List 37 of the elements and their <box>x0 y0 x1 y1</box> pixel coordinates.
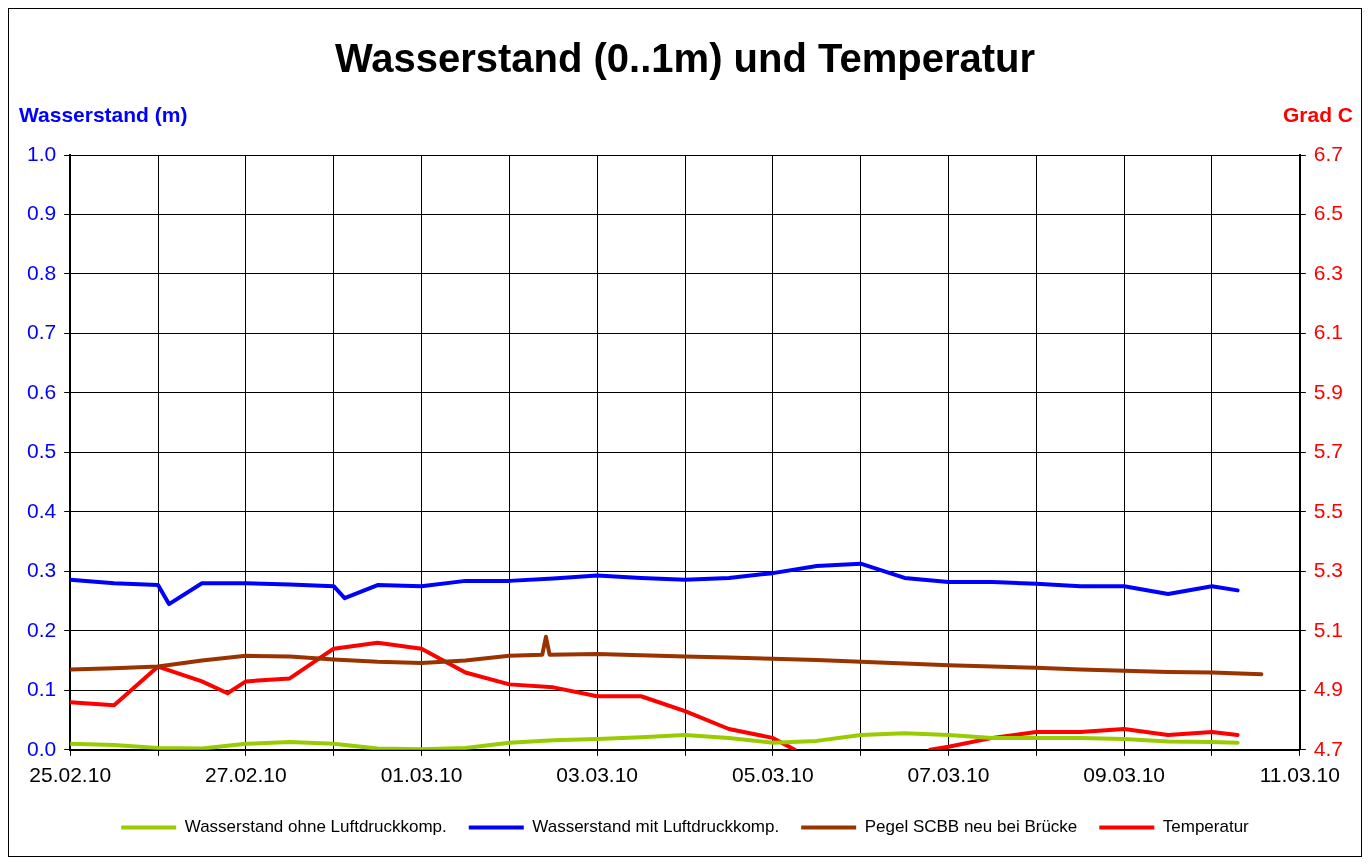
y2-tick-label: 5.5 <box>1313 498 1344 522</box>
legend-label: Wasserstand ohne Luftdruckkomp. <box>184 817 447 837</box>
y2-tick-label: 5.7 <box>1313 439 1344 463</box>
y2-tick-label: 5.9 <box>1313 379 1344 403</box>
y2-axis-title: Grad C <box>1282 103 1353 127</box>
y2-tick-label: 4.7 <box>1313 736 1344 760</box>
x-tick-label: 11.03.10 <box>1259 763 1340 787</box>
x-tick-label: 03.03.10 <box>556 763 639 787</box>
y2-tick-label: 6.3 <box>1313 260 1344 284</box>
y2-tick-label: 4.9 <box>1313 677 1344 701</box>
y-tick-label: 1.0 <box>26 141 57 165</box>
x-tick-label: 05.03.10 <box>731 763 814 787</box>
legend-label: Wasserstand mit Luftdruckkomp. <box>532 817 780 837</box>
y-tick-label: 0.1 <box>26 677 57 701</box>
x-tick-label: 25.02.10 <box>29 763 112 787</box>
x-tick-label: 09.03.10 <box>1083 763 1166 787</box>
y-tick-label: 0.5 <box>26 439 57 463</box>
y2-tick-label: 6.5 <box>1313 201 1344 225</box>
y2-tick-label: 6.7 <box>1313 141 1344 165</box>
x-tick-label: 01.03.10 <box>380 763 463 787</box>
x-tick-label: 27.02.10 <box>204 763 287 787</box>
legend-label: Temperatur <box>1162 817 1250 837</box>
y2-tick-label: 5.3 <box>1313 558 1344 582</box>
y-axis-title: Wasserstand (m) <box>19 103 188 127</box>
y-tick-label: 0.3 <box>26 558 57 582</box>
y2-tick-label: 6.1 <box>1313 320 1344 344</box>
y-tick-label: 0.0 <box>26 736 57 760</box>
chart-title: Wasserstand (0..1m) und Temperatur <box>334 36 1036 81</box>
y-tick-label: 0.6 <box>26 379 57 403</box>
y-tick-label: 0.7 <box>26 320 57 344</box>
y-tick-label: 0.4 <box>26 498 57 522</box>
y-tick-label: 0.8 <box>26 260 57 284</box>
y-tick-label: 0.2 <box>26 617 57 641</box>
y-tick-label: 0.9 <box>26 201 57 225</box>
y2-tick-label: 5.1 <box>1313 617 1344 641</box>
x-tick-label: 07.03.10 <box>907 763 990 787</box>
legend-label: Pegel SCBB neu bei Brücke <box>864 817 1078 837</box>
